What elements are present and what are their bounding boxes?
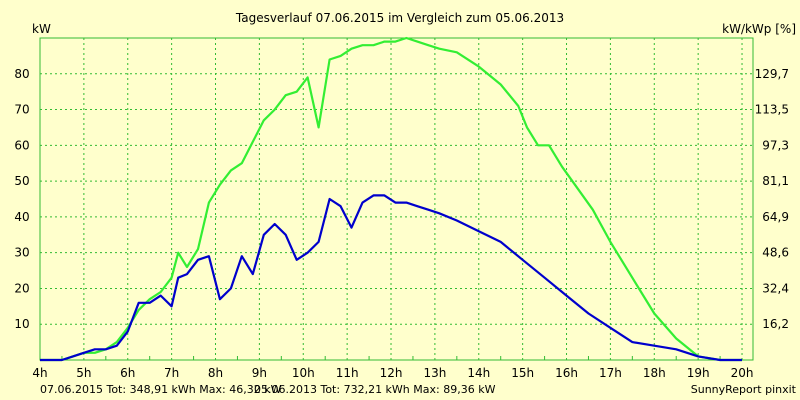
y-tick-label-right: 32,4 [762,281,789,295]
x-tick-label: 8h [208,366,223,380]
y-tick-label-left: 40 [14,210,29,224]
plot-frame [39,37,754,361]
x-tick-label: 19h [687,366,710,380]
x-tick-label: 20h [731,366,754,380]
x-tick-label: 4h [32,366,47,380]
y-tick-label-left: 20 [14,281,29,295]
y-tick-label-right: 64,9 [762,210,789,224]
x-tick-label: 18h [643,366,666,380]
x-tick-label: 16h [555,366,578,380]
x-tick-label: 13h [423,366,446,380]
x-tick-label: 9h [252,366,267,380]
y-tick-label-left: 80 [14,67,29,81]
x-tick-label: 6h [120,366,135,380]
x-tick-label: 14h [467,366,490,380]
y-tick-label-left: 50 [14,174,29,188]
y-tick-label-left: 60 [14,138,29,152]
x-tick-label: 12h [380,366,403,380]
y-tick-label-right: 81,1 [762,174,789,188]
series-layer [40,36,742,362]
y-axis-right-label: kW/kWp [%] [722,22,796,36]
tick-labels: 4h 5h 6h 7h 8h 9h 10h 11h 12h 13h 14h 15h 16h 17h 18h 1… [14,67,789,380]
chart-title: Tagesverlauf 07.06.2015 im Vergleich zum… [235,11,564,25]
y-tick-label-left: 70 [14,103,29,117]
x-tick-label: 11h [336,366,359,380]
x-tick-label: 17h [599,366,622,380]
x-tick-label: 15h [511,366,534,380]
x-tick-label: 7h [164,366,179,380]
y-axis-left-label: kW [32,22,51,36]
series-line-05.06.2013 [40,36,742,362]
series-line-07.06.2015 [40,194,742,362]
y-tick-label-right: 48,6 [762,246,789,260]
y-tick-label-right: 113,5 [755,103,789,117]
legend-series-2: 05.06.2013 Tot: 732,21 kWh Max: 89,36 kW [254,383,496,396]
y-tick-label-left: 30 [14,246,29,260]
y-tick-label-left: 10 [14,317,29,331]
legend-series-1: 07.06.2015 Tot: 348,91 kWh Max: 46,32 kW [40,383,282,396]
x-tick-label: 10h [292,366,315,380]
y-tick-label-right: 129,7 [755,67,789,81]
grid [40,38,753,360]
credit-text: SunnyReport pinxit [691,383,797,396]
y-tick-label-right: 16,2 [762,317,789,331]
x-tick-label: 5h [76,366,91,380]
y-tick-label-right: 97,3 [762,138,789,152]
